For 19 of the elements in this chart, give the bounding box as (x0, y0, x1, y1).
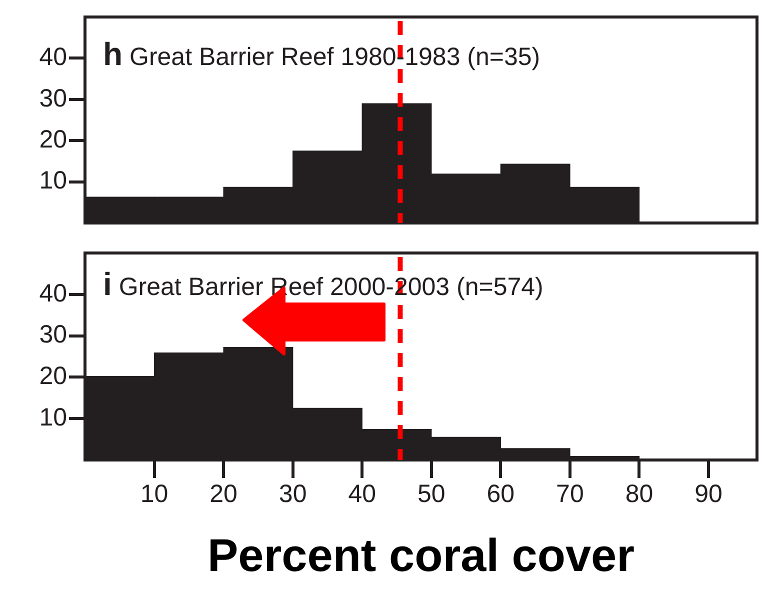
x-tick-label: 80 (625, 480, 654, 508)
y-tick-label: 30 (39, 84, 67, 112)
x-tick-label: 50 (417, 480, 446, 508)
x-tick-label: 60 (486, 480, 515, 508)
y-tick-label: 10 (39, 166, 67, 195)
y-tick-label: 10 (39, 403, 67, 432)
x-tick-label: 70 (556, 480, 584, 508)
x-tick-label: 20 (210, 480, 238, 508)
x-tick-label: 30 (278, 480, 307, 508)
x-tick-label: 90 (694, 480, 722, 508)
y-tick-label: 40 (39, 43, 67, 72)
y-tick-label: 20 (39, 362, 67, 390)
x-axis-title: Percent coral cover (207, 529, 635, 582)
x-tick-label: 40 (348, 480, 376, 508)
y-tick-label: 40 (39, 279, 67, 308)
text: h Great Barrier Reef 1980-1983 (n=35) (103, 36, 540, 72)
y-tick-label: 20 (39, 125, 67, 154)
y-tick-label: 30 (39, 320, 67, 349)
x-tick-label: 10 (140, 480, 168, 508)
